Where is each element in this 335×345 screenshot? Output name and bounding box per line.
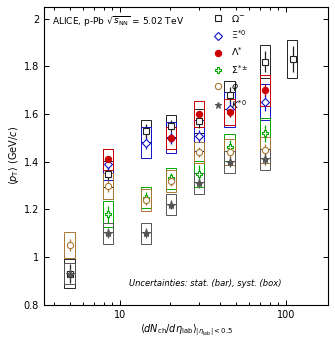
Bar [166,127,176,149]
Bar [194,141,204,163]
Bar [103,149,113,170]
Bar [141,189,151,210]
Y-axis label: $\langle p_{\mathrm{T}} \rangle$ (GeV/$c$): $\langle p_{\mathrm{T}} \rangle$ (GeV/$c… [7,126,21,185]
Bar [103,201,113,227]
Bar [64,259,75,288]
Legend: $\Omega^{-}$, $\Xi^{*0}$, $\Lambda^{*}$, $\Sigma^{*\pm}$, $\phi$, $K^{*0}$: $\Omega^{-}$, $\Xi^{*0}$, $\Lambda^{*}$,… [208,12,250,111]
Bar [64,263,75,285]
Bar [224,151,234,172]
Bar [64,232,75,258]
Bar [141,187,151,208]
Bar [141,120,151,141]
Bar [103,149,113,180]
X-axis label: $\langle dN_{\mathrm{ch}}/d\eta_{\mathrm{lab}}\rangle_{|\eta_{\mathrm{lab}}|<0.5: $\langle dN_{\mathrm{ch}}/d\eta_{\mathrm… [139,322,232,338]
Bar [103,223,113,244]
Text: Uncertainties: stat. (bar), syst. (box): Uncertainties: stat. (bar), syst. (box) [129,279,282,288]
Bar [103,172,113,199]
Bar [224,139,234,165]
Text: ALICE, p-Pb $\sqrt{s_{\mathrm{NN}}}$ = 5.02 TeV: ALICE, p-Pb $\sqrt{s_{\mathrm{NN}}}$ = 5… [53,14,185,29]
Bar [224,81,234,109]
Bar [141,127,151,158]
Bar [194,101,204,127]
Bar [260,45,270,78]
Bar [224,99,234,125]
Bar [224,91,234,127]
Bar [166,122,176,154]
Bar [194,120,204,151]
Bar [194,160,204,187]
Bar [260,118,270,149]
Bar [260,137,270,163]
Bar [224,135,234,160]
Bar [194,109,204,133]
Bar [166,170,176,191]
Bar [260,75,270,106]
Bar [103,160,113,187]
Bar [166,168,176,189]
Bar [194,172,204,194]
Bar [141,223,151,244]
Bar [260,85,270,120]
Bar [166,194,176,215]
Bar [287,40,297,78]
Bar [166,115,176,137]
Bar [260,149,270,170]
